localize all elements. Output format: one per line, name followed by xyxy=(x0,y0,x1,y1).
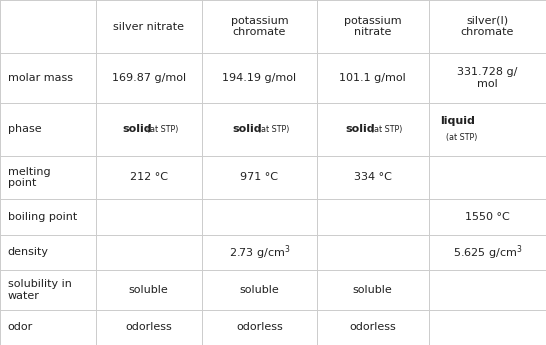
Text: 971 °C: 971 °C xyxy=(240,172,278,183)
Text: 212 °C: 212 °C xyxy=(130,172,168,183)
Text: 101.1 g/mol: 101.1 g/mol xyxy=(339,73,406,83)
Text: odorless: odorless xyxy=(349,322,396,332)
Text: solubility in
water: solubility in water xyxy=(8,279,72,300)
Text: 5.625 g/cm$^3$: 5.625 g/cm$^3$ xyxy=(453,243,522,262)
Text: liquid: liquid xyxy=(440,116,475,126)
Text: 2.73 g/cm$^3$: 2.73 g/cm$^3$ xyxy=(229,243,290,262)
Text: density: density xyxy=(8,247,49,257)
Text: 334 °C: 334 °C xyxy=(354,172,391,183)
Text: 169.87 g/mol: 169.87 g/mol xyxy=(112,73,186,83)
Text: silver(I)
chromate: silver(I) chromate xyxy=(461,16,514,37)
Text: soluble: soluble xyxy=(129,285,169,295)
Text: 331.728 g/
mol: 331.728 g/ mol xyxy=(457,67,518,89)
Text: (at STP): (at STP) xyxy=(371,125,402,134)
Text: phase: phase xyxy=(8,124,41,134)
Text: (at STP): (at STP) xyxy=(147,125,179,134)
Text: molar mass: molar mass xyxy=(8,73,73,83)
Text: 194.19 g/mol: 194.19 g/mol xyxy=(222,73,296,83)
Text: boiling point: boiling point xyxy=(8,212,77,222)
Text: melting
point: melting point xyxy=(8,167,50,188)
Text: odorless: odorless xyxy=(236,322,283,332)
Text: solid: solid xyxy=(233,124,262,134)
Text: soluble: soluble xyxy=(353,285,393,295)
Text: (at STP): (at STP) xyxy=(258,125,289,134)
Text: (at STP): (at STP) xyxy=(446,133,477,142)
Text: potassium
nitrate: potassium nitrate xyxy=(344,16,401,37)
Text: solid: solid xyxy=(122,124,152,134)
Text: odorless: odorless xyxy=(126,322,172,332)
Text: 1550 °C: 1550 °C xyxy=(465,212,509,222)
Text: odor: odor xyxy=(8,322,33,332)
Text: solid: solid xyxy=(346,124,376,134)
Text: potassium
chromate: potassium chromate xyxy=(230,16,288,37)
Text: silver nitrate: silver nitrate xyxy=(113,22,185,32)
Text: soluble: soluble xyxy=(240,285,279,295)
